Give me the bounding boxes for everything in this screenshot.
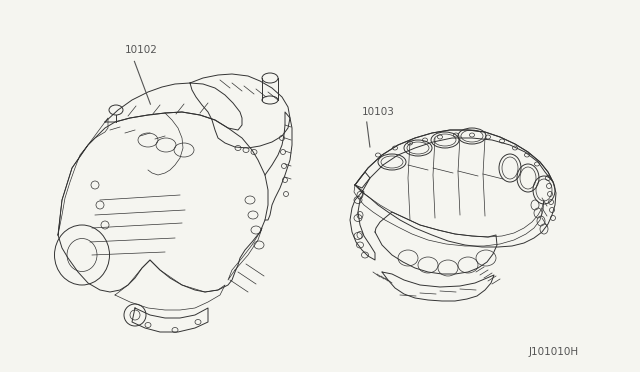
Text: 10103: 10103 (362, 107, 394, 116)
Text: 10102: 10102 (125, 45, 157, 55)
Text: J101010H: J101010H (529, 347, 579, 356)
